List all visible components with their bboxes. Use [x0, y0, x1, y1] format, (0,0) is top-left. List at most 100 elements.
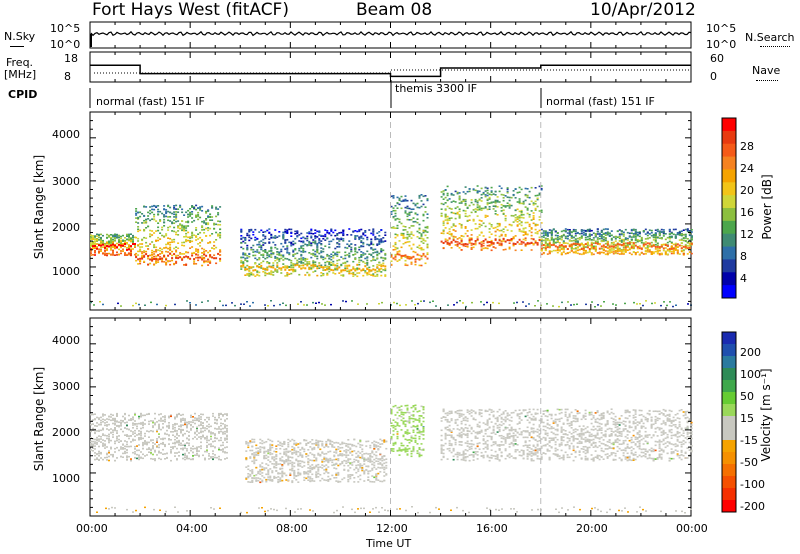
power-cell — [314, 229, 317, 231]
power-cell — [272, 253, 275, 255]
power-cell — [584, 230, 587, 233]
power-core-cell — [167, 254, 170, 257]
power-cell — [270, 253, 273, 256]
velocity-cell — [206, 446, 208, 449]
power-cell — [350, 248, 353, 251]
power-cell — [626, 243, 629, 246]
power-core-cell — [528, 242, 531, 245]
power-cell — [654, 241, 657, 243]
power-core-cell — [330, 268, 333, 271]
power-cell — [175, 262, 178, 264]
velocity-cell — [267, 473, 270, 476]
power-cell — [380, 229, 383, 231]
velocity-cell — [92, 423, 94, 425]
power-cell — [183, 227, 186, 230]
power-cell — [614, 238, 617, 240]
power-cell — [536, 198, 539, 201]
power-cell — [356, 268, 359, 271]
power-cell — [372, 249, 375, 251]
power-cell — [478, 198, 481, 201]
power-cell — [504, 205, 507, 207]
velocity-cell — [176, 434, 178, 436]
power-cell — [576, 242, 579, 244]
power-cell — [668, 229, 671, 231]
power-cell — [442, 198, 445, 200]
power-cell — [330, 228, 333, 231]
power-cell — [169, 237, 172, 240]
power-core-cell — [538, 239, 541, 242]
velocity-cell — [96, 425, 98, 427]
power-cell — [322, 256, 325, 258]
velocity-cell — [112, 419, 114, 421]
power-cell — [600, 237, 603, 240]
velocity-cell — [134, 435, 136, 438]
velocity-cell — [200, 416, 202, 418]
power-cell — [179, 253, 182, 255]
power-cell — [153, 244, 156, 247]
power-cell — [488, 228, 491, 230]
power-cell — [654, 229, 657, 231]
power-cell — [640, 251, 643, 254]
power-cell — [264, 257, 267, 260]
power-cell — [258, 252, 261, 254]
power-cell — [153, 208, 156, 211]
power-cell — [458, 223, 461, 225]
power-cell — [568, 229, 571, 231]
power-cell — [498, 244, 501, 246]
power-cell — [382, 262, 385, 265]
velocity-cell — [196, 434, 198, 436]
power-cell — [442, 229, 445, 232]
power-cell — [217, 234, 220, 237]
power-cell — [266, 266, 269, 269]
power-cell — [618, 233, 621, 235]
velocity-cell — [194, 419, 196, 422]
power-cell — [213, 245, 216, 247]
velocity-cell — [267, 449, 270, 452]
power-cell — [648, 233, 651, 235]
velocity-cell — [98, 452, 100, 455]
power-cell — [302, 267, 305, 269]
power-cell — [596, 233, 599, 235]
power-core-cell — [193, 258, 196, 261]
power-cell — [470, 234, 473, 236]
velocity-cell — [174, 422, 176, 425]
power-cell — [534, 240, 537, 242]
power-noise-cell — [174, 303, 176, 306]
velocity-cell — [106, 456, 108, 459]
velocity-cell — [249, 441, 252, 444]
power-cell — [137, 226, 140, 228]
power-cell — [112, 234, 114, 237]
power-cell — [594, 250, 597, 252]
power-cell — [574, 247, 577, 250]
power-cell — [622, 248, 625, 251]
power-cell — [558, 238, 561, 240]
power-cell — [420, 194, 423, 196]
power-cell — [620, 249, 623, 251]
power-cell — [169, 247, 172, 250]
power-cell — [542, 246, 545, 249]
xtick-20: 20:00 — [576, 522, 608, 535]
velocity-cell — [186, 437, 188, 439]
power-cell — [165, 250, 168, 253]
power-cell — [195, 204, 198, 207]
power-cell — [314, 270, 317, 272]
velocity-cell — [118, 438, 120, 441]
power-cell — [636, 251, 639, 253]
power-cell — [450, 247, 453, 249]
power-cell — [410, 263, 413, 265]
power-noise-cell — [480, 301, 482, 303]
velocity-cell — [190, 429, 192, 431]
power-cell — [276, 266, 279, 268]
power-cell — [248, 230, 251, 233]
power-cell — [578, 248, 581, 251]
power-cell — [634, 241, 637, 244]
velocity-cell — [134, 439, 136, 441]
power-cell — [165, 261, 168, 264]
power-cell — [418, 197, 421, 199]
velocity-cell — [255, 480, 258, 482]
power-cell — [522, 213, 525, 216]
power-cell — [167, 210, 170, 213]
velocity-cell — [94, 442, 96, 445]
power-cell — [308, 262, 311, 265]
power-cell — [478, 219, 481, 222]
